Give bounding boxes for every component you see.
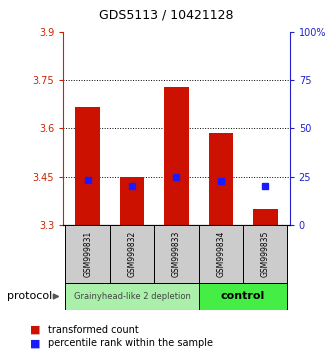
Text: transformed count: transformed count [48,325,139,335]
Text: GSM999832: GSM999832 [128,231,137,277]
Text: Grainyhead-like 2 depletion: Grainyhead-like 2 depletion [74,292,190,301]
Text: GSM999833: GSM999833 [172,231,181,277]
Bar [253,209,277,225]
Bar [110,225,154,283]
Text: GDS5113 / 10421128: GDS5113 / 10421128 [99,9,234,22]
Text: ■: ■ [30,338,41,348]
Text: ■: ■ [30,325,41,335]
Text: protocol: protocol [7,291,52,302]
Bar [199,283,287,310]
Bar [66,283,199,310]
Text: control: control [221,291,265,302]
Bar [209,133,233,225]
Bar [164,86,189,225]
Bar [66,225,110,283]
Text: GSM999831: GSM999831 [83,231,92,277]
Bar [120,177,144,225]
Text: GSM999835: GSM999835 [261,231,270,277]
Text: GSM999834: GSM999834 [216,231,225,277]
Bar [199,225,243,283]
Text: percentile rank within the sample: percentile rank within the sample [48,338,213,348]
Bar [76,107,100,225]
Bar [243,225,287,283]
Bar [154,225,199,283]
